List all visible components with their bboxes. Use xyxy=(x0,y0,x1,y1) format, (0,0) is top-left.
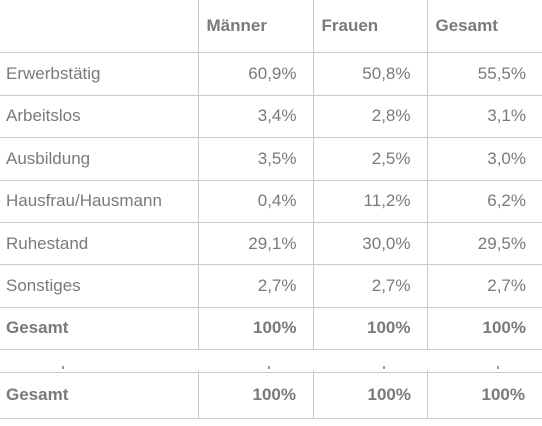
cell-frauen: 2,7% xyxy=(312,264,428,308)
table-row: Sonstiges 2,7% 2,7% 2,7% xyxy=(0,264,542,308)
cell-frauen: 30,0% xyxy=(312,221,428,266)
column-divider xyxy=(313,370,314,372)
row-label: Ausbildung xyxy=(0,137,199,181)
bottom-border xyxy=(0,418,542,419)
cell-gesamt: 29,5% xyxy=(426,221,542,266)
column-divider xyxy=(427,370,428,372)
table-header-row: Männer Frauen Gesamt xyxy=(0,0,542,54)
fragment-total-row: Gesamt 100% 100% 100% xyxy=(0,372,542,418)
cell-gesamt: 3,0% xyxy=(426,137,542,181)
row-label: Hausfrau/Hausmann xyxy=(0,179,199,223)
column-divider xyxy=(198,372,199,418)
column-divider xyxy=(427,372,428,418)
row-label: Erwerbstätig xyxy=(0,52,199,96)
header-gesamt: Gesamt xyxy=(426,0,542,54)
total-frauen: 100% xyxy=(312,306,428,351)
cell-maenner: 3,5% xyxy=(197,137,314,181)
cut-glyph xyxy=(62,366,64,369)
table-total-row: Gesamt 100% 100% 100% xyxy=(0,306,542,351)
cell-maenner: 29,1% xyxy=(197,221,314,266)
row-label: Arbeitslos xyxy=(0,94,199,139)
cell-maenner: 0,4% xyxy=(197,179,314,223)
fragment-total-maenner: 100% xyxy=(252,385,296,404)
cell-gesamt: 6,2% xyxy=(426,179,542,223)
cut-glyph xyxy=(497,366,499,369)
fragment-total-frauen: 100% xyxy=(367,385,411,404)
table-row: Ruhestand 29,1% 30,0% 29,5% xyxy=(0,221,542,266)
cell-frauen: 50,8% xyxy=(312,52,428,96)
table-row: Hausfrau/Hausmann 0,4% 11,2% 6,2% xyxy=(0,179,542,223)
cell-gesamt: 55,5% xyxy=(426,52,542,96)
total-label: Gesamt xyxy=(0,306,199,351)
cell-frauen: 2,8% xyxy=(312,94,428,139)
row-label: Ruhestand xyxy=(0,221,199,266)
table-row: Erwerbstätig 60,9% 50,8% 55,5% xyxy=(0,52,542,96)
cell-maenner: 2,7% xyxy=(197,264,314,308)
cell-frauen: 11,2% xyxy=(312,179,428,223)
header-frauen: Frauen xyxy=(312,0,428,54)
table-fragment: Gesamt 100% 100% 100% xyxy=(0,350,542,426)
cell-gesamt: 3,1% xyxy=(426,94,542,139)
cut-glyph xyxy=(383,366,385,369)
column-divider xyxy=(198,370,199,372)
total-maenner: 100% xyxy=(197,306,314,351)
statistics-table: Männer Frauen Gesamt Erwerbstätig 60,9% … xyxy=(0,0,542,351)
row-label: Sonstiges xyxy=(0,264,199,308)
cell-gesamt: 2,7% xyxy=(426,264,542,308)
fragment-total-label: Gesamt xyxy=(6,385,69,404)
cell-maenner: 60,9% xyxy=(197,52,314,96)
cut-glyph xyxy=(268,366,270,369)
header-maenner: Männer xyxy=(197,0,314,54)
column-divider xyxy=(313,372,314,418)
header-empty xyxy=(0,0,199,54)
table-row: Ausbildung 3,5% 2,5% 3,0% xyxy=(0,137,542,181)
fragment-total-gesamt: 100% xyxy=(481,385,525,404)
total-gesamt: 100% xyxy=(426,306,542,351)
cut-off-row xyxy=(0,350,542,373)
table-row: Arbeitslos 3,4% 2,8% 3,1% xyxy=(0,94,542,139)
cell-frauen: 2,5% xyxy=(312,137,428,181)
cell-maenner: 3,4% xyxy=(197,94,314,139)
